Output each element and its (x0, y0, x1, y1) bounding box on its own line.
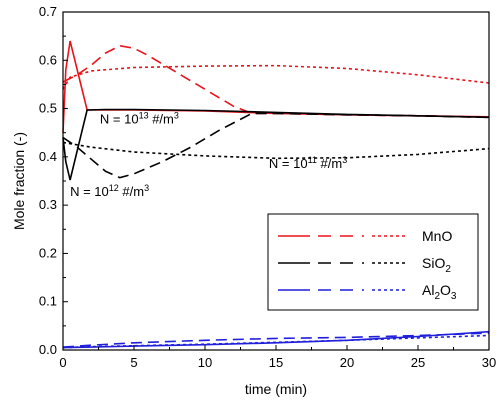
y-tick-label: 0.4 (39, 149, 57, 164)
series-line-al2o3-1e11 (62, 334, 490, 349)
x-tick-label: 0 (59, 355, 66, 370)
density-annotation: N = 1012 #/m3 (70, 183, 149, 199)
y-tick-label: 0.3 (39, 197, 57, 212)
x-tick-label: 15 (269, 355, 283, 370)
series-layer (62, 40, 490, 349)
y-tick-label: 0.2 (39, 245, 57, 260)
svg-text:Al2O3: Al2O3 (422, 282, 457, 302)
x-axis-label: time (min) (245, 381, 307, 397)
density-annotation: N = 1013 #/m3 (100, 111, 179, 127)
y-tick-label: 0.7 (39, 4, 57, 19)
y-axis-label: Mole fraction (-) (11, 132, 27, 230)
annotation-layer: N = 1013 #/m3 N = 1012 #/m3 N = 1011 #/m3 (70, 111, 347, 199)
x-tick-label: 25 (411, 355, 425, 370)
x-tick-label: 5 (130, 355, 137, 370)
y-tick-label: 0.5 (39, 101, 57, 116)
series-line-al2o3-1e13 (62, 330, 490, 349)
density-annotation: N = 1011 #/m3 (269, 155, 347, 171)
svg-text:MnO: MnO (422, 228, 452, 244)
legend: MnO SiO2 Al2O3 (267, 213, 479, 311)
series-line-sio2-1e12 (62, 112, 490, 179)
y-tick-label: 0.6 (39, 52, 57, 67)
y-tick-label: 0.0 (39, 342, 57, 357)
x-tick-label: 30 (482, 355, 496, 370)
legend-entry-sio2: SiO2 (278, 255, 451, 275)
x-tick-label: 10 (198, 355, 212, 370)
svg-text:SiO2: SiO2 (422, 255, 451, 275)
series-line-al2o3-1e12 (62, 332, 490, 348)
series-line-sio2-1e11 (62, 141, 490, 160)
legend-entry-al2o3: Al2O3 (278, 282, 457, 302)
y-tick-label: 0.1 (39, 294, 57, 309)
legend-entry-mno: MnO (278, 228, 452, 244)
x-tick-label: 20 (340, 355, 354, 370)
tick-layer: 0 5 10 15 20 25 30 0.0 0.1 0.2 0.3 0.4 0.5 0.6 0.7 (39, 4, 496, 370)
series-line-mno-1e11 (62, 64, 490, 90)
legend-box (267, 213, 479, 311)
series-line-mno-1e12 (62, 44, 490, 119)
series-line-sio2-1e13 (62, 108, 490, 181)
